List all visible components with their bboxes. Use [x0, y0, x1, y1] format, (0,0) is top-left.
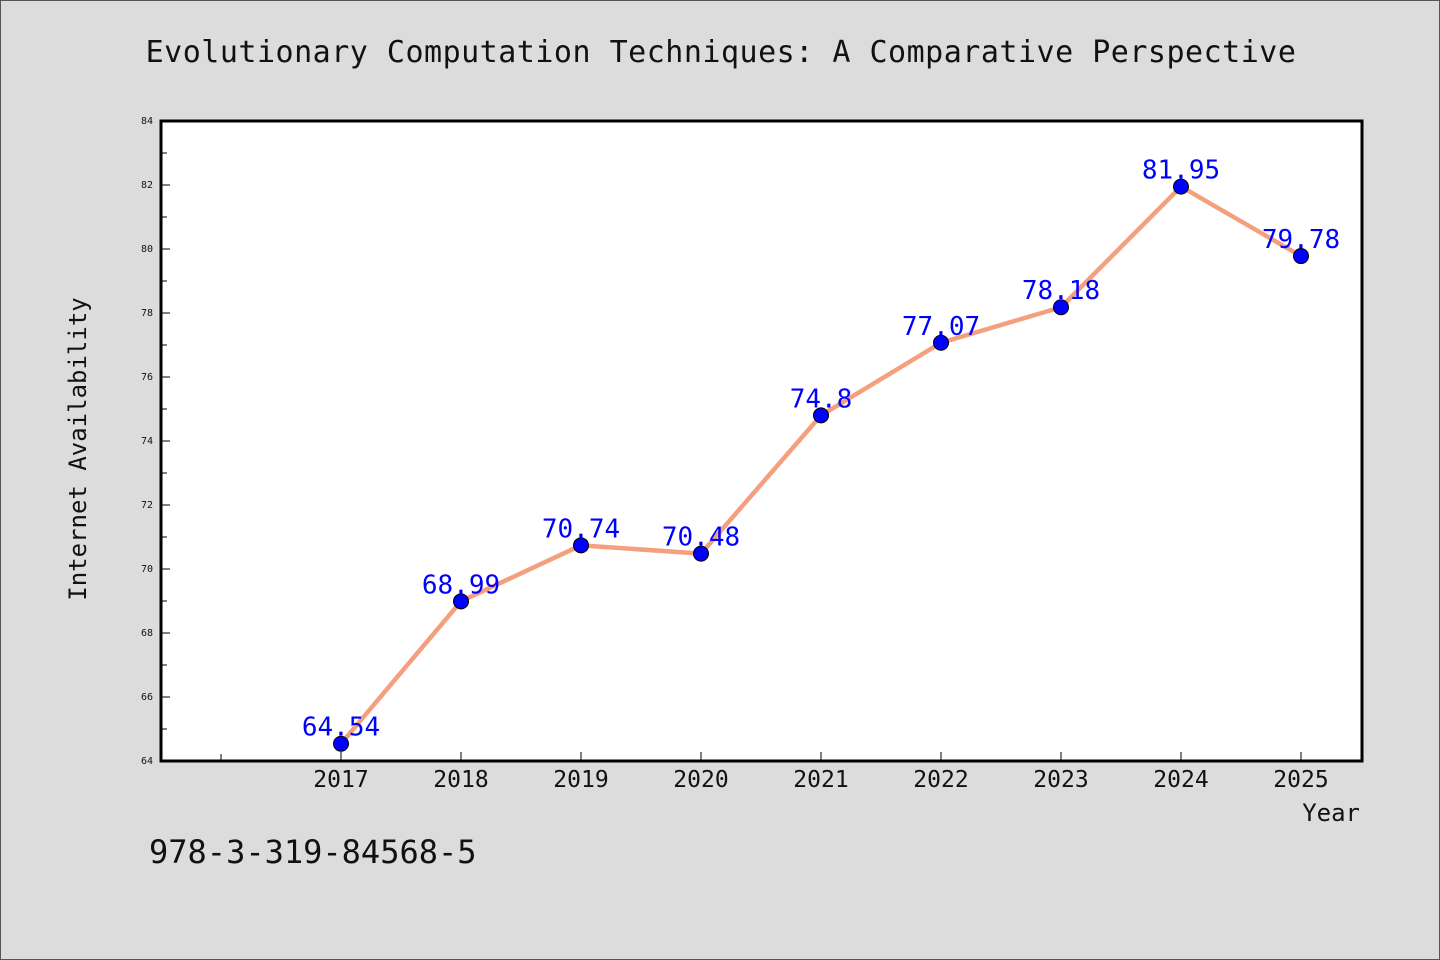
x-tick-label: 2022: [913, 767, 968, 793]
y-tick-label: 72: [141, 500, 153, 511]
x-tick-label: 2024: [1153, 767, 1208, 793]
x-tick-label: 2021: [793, 767, 848, 793]
y-tick-label: 64: [141, 756, 153, 767]
data-label: 81.95: [1142, 156, 1220, 186]
y-tick-label: 80: [141, 244, 153, 255]
x-tick-label: 2025: [1273, 767, 1328, 793]
y-axis: 64 66 68 70 72 74 76 78 80 82 84: [141, 116, 170, 767]
x-axis-label: Year: [1302, 799, 1360, 827]
data-label: 79.78: [1262, 225, 1340, 255]
x-tick-label: 2019: [553, 767, 608, 793]
data-point: [333, 735, 349, 752]
y-tick-label: 74: [141, 436, 153, 447]
chart-title: Evolutionary Computation Techniques: A C…: [145, 35, 1297, 70]
y-tick-label: 78: [141, 308, 153, 319]
y-tick-label: 70: [141, 564, 153, 575]
data-points: [333, 178, 1309, 752]
isbn-code: 978-3-319-84568-5: [149, 833, 477, 871]
data-label: 74.8: [790, 384, 853, 414]
data-label: 68.99: [422, 570, 500, 600]
y-axis-label: Internet Availability: [64, 297, 92, 600]
y-tick-label: 66: [141, 692, 153, 703]
x-axis: 2017 2018 2019 2020 2021 2022 2023 2024 2025: [220, 752, 1329, 793]
data-point: [453, 593, 469, 610]
data-label: 70.48: [662, 523, 740, 553]
x-tick-label: 2023: [1033, 767, 1088, 793]
data-labels: 64.54 68.99 70.74 70.48 74.8 77.07 78.18 81.95 7…: [302, 156, 1340, 743]
data-label: 78.18: [1022, 276, 1100, 306]
x-tick-label: 2020: [673, 767, 728, 793]
y-tick-label: 76: [141, 372, 153, 383]
data-point: [1053, 299, 1069, 316]
x-tick-label: 2017: [313, 767, 368, 793]
data-point: [933, 334, 949, 351]
plot-area: [159, 119, 1364, 763]
data-label: 70.74: [542, 514, 620, 544]
y-tick-label: 68: [141, 628, 153, 639]
y-tick-label: 82: [141, 180, 153, 191]
data-point: [1293, 248, 1309, 265]
data-label: 64.54: [302, 713, 380, 743]
x-tick-label: 2018: [433, 767, 488, 793]
data-point: [573, 537, 589, 554]
y-tick-label: 84: [141, 116, 153, 127]
data-point: [813, 407, 829, 424]
data-point: [693, 545, 709, 562]
data-point: [1173, 178, 1189, 195]
data-label: 77.07: [902, 312, 980, 342]
